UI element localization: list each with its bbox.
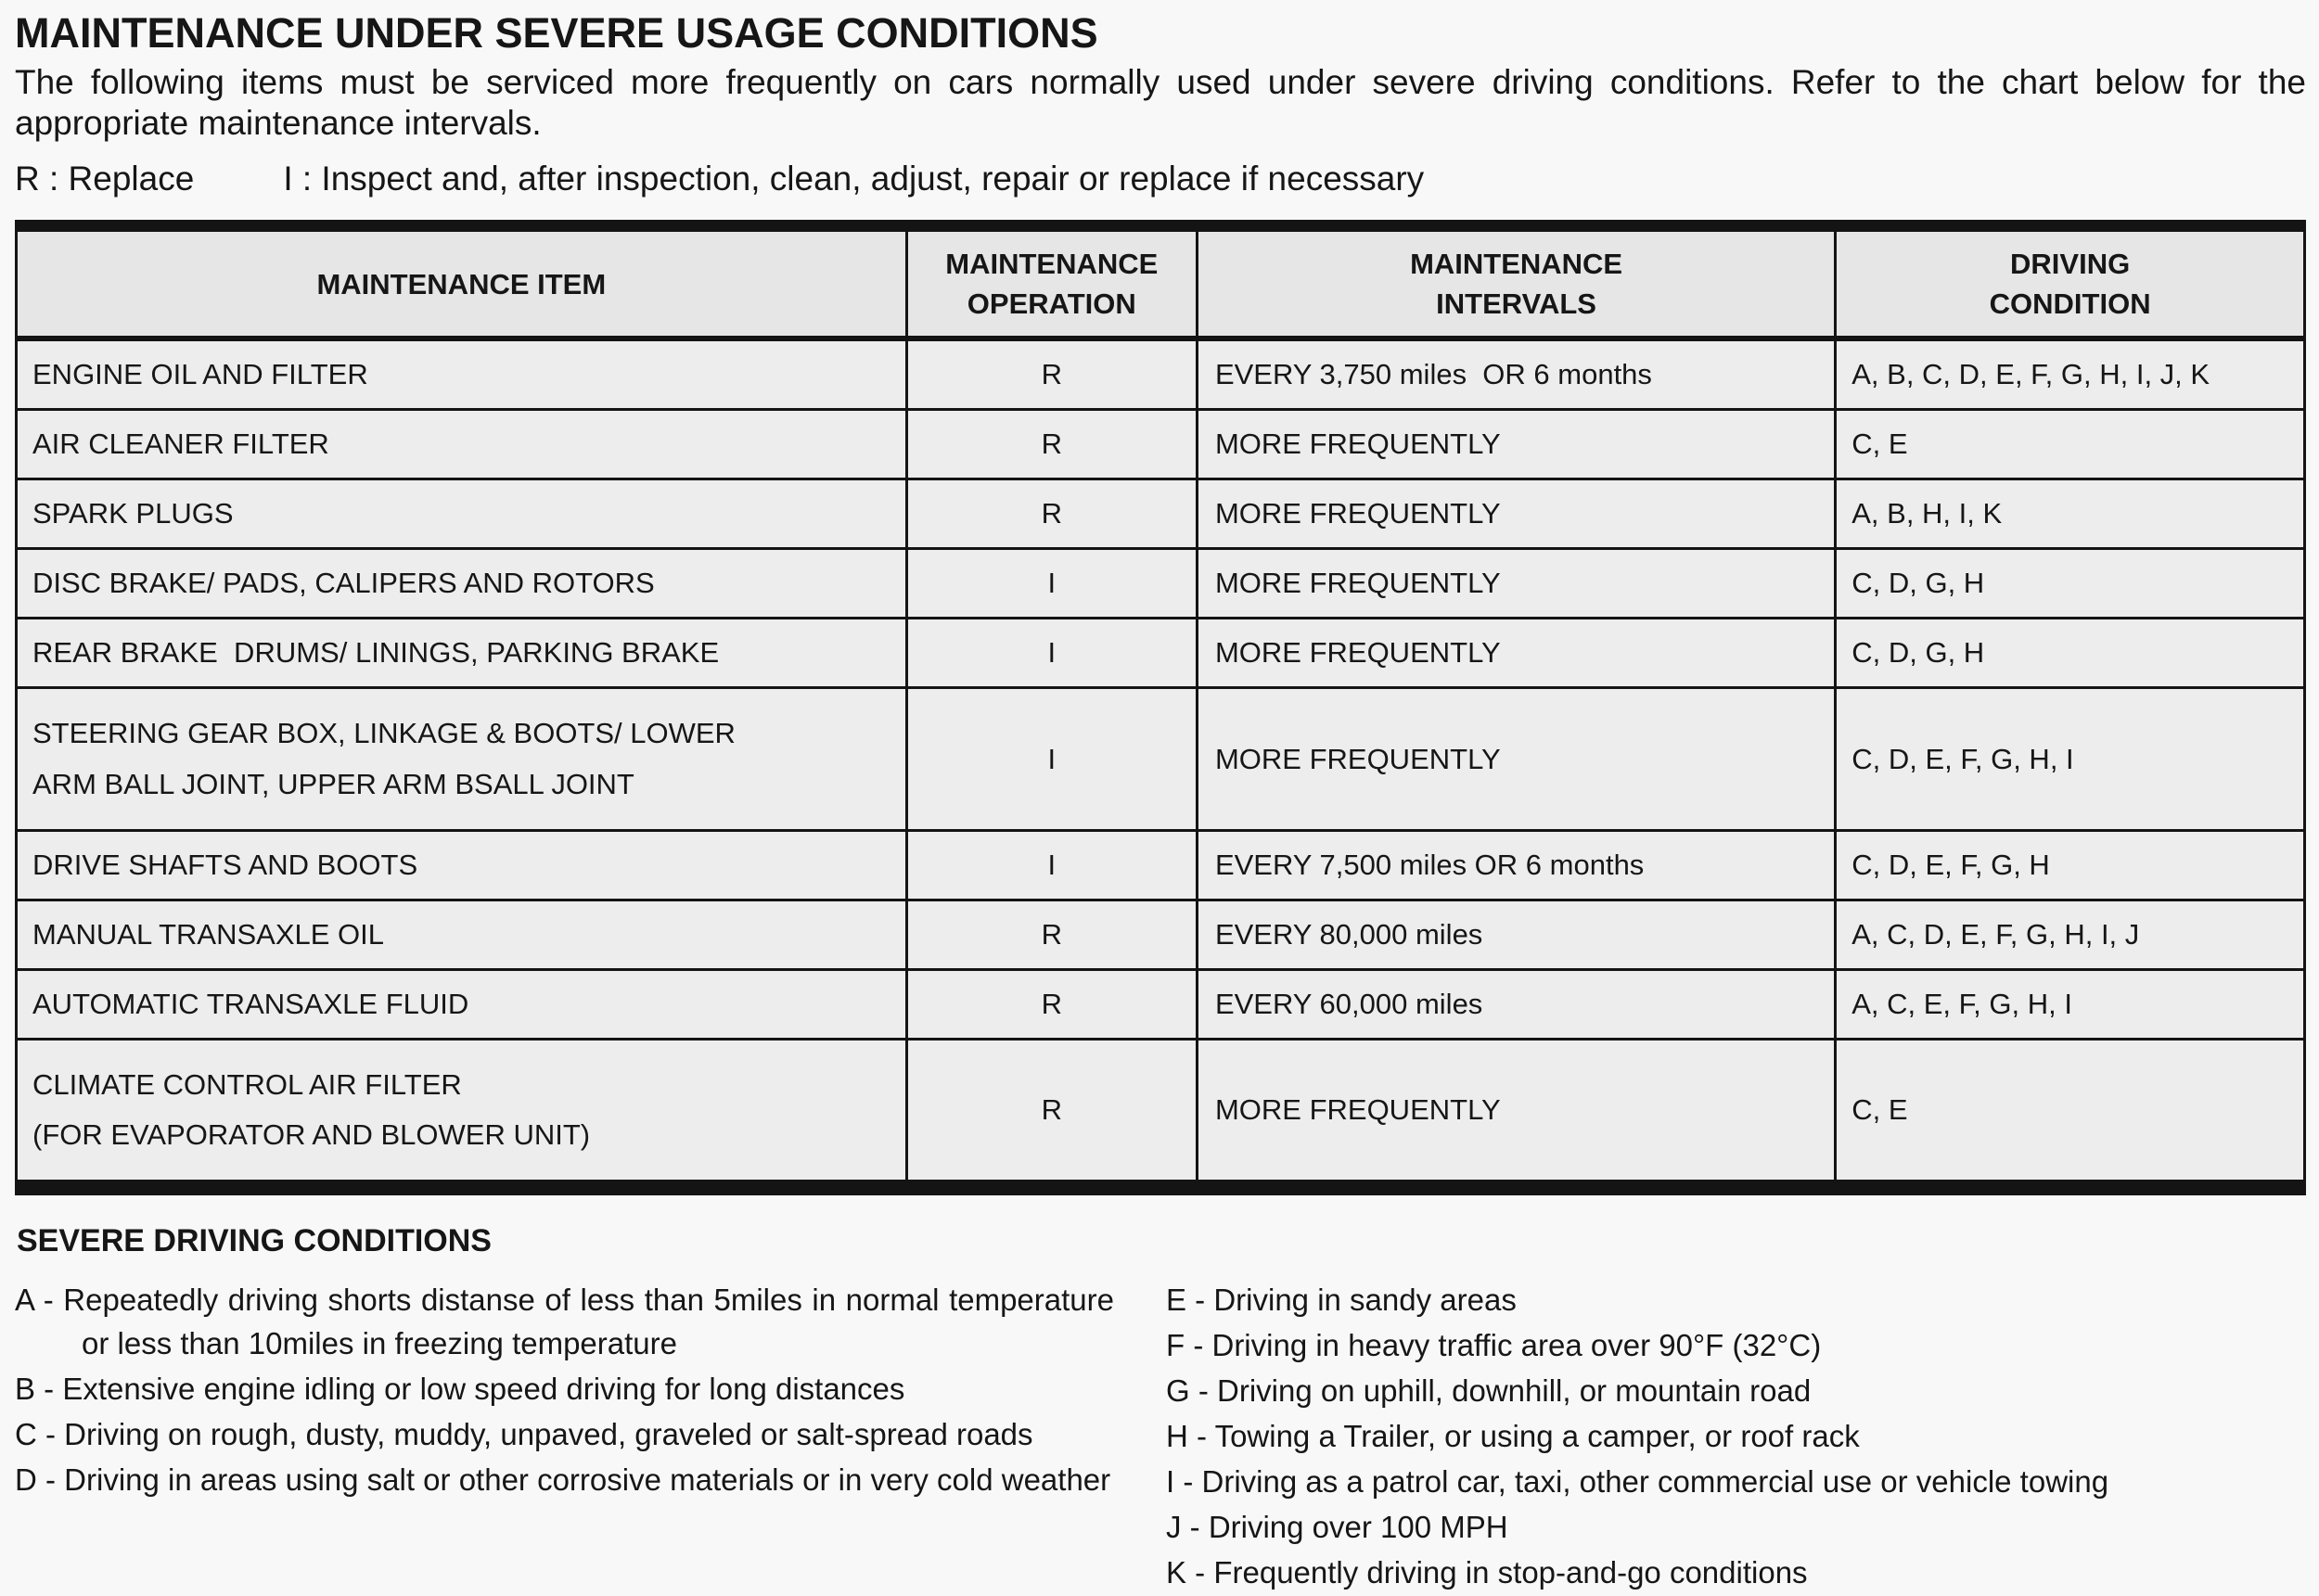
conditions-left: A - Repeatedly driving shorts distanse o… — [15, 1278, 1114, 1503]
severe-conditions-list: A - Repeatedly driving shorts distanse o… — [15, 1278, 2306, 1596]
table-row: SPARK PLUGS R MORE FREQUENTLY A, B, H, I, K — [15, 478, 2306, 551]
maintenance-table: MAINTENANCE ITEM MAINTENANCE OPERATION MAIN… — [15, 220, 2306, 1196]
condition-key: J - — [1166, 1510, 1209, 1545]
table-row: CLIMATE CONTROL AIR FILTER (FOR EVAPORATO… — [15, 1037, 2306, 1190]
condition-item-a: A - Repeatedly driving shorts distanse o… — [15, 1283, 1114, 1361]
condition-item-h: H - Towing a Trailer, or using a camper,… — [1166, 1419, 1860, 1454]
maintenance-interval-cell: MORE FREQUENTLY — [1195, 617, 1838, 690]
driving-condition-cell: A, B, C, D, E, F, G, H, I, J, K — [1834, 337, 2306, 412]
table-row: STEERING GEAR BOX, LINKAGE & BOOTS/ LOWE… — [15, 686, 2306, 832]
condition-key: D - — [15, 1462, 65, 1498]
driving-condition-cell: C, D, G, H — [1834, 617, 2306, 690]
condition-key: A - — [15, 1283, 64, 1318]
maintenance-operation-cell: I — [904, 686, 1198, 832]
table-row: REAR BRAKE DRUMS/ LININGS, PARKING BRAKE… — [15, 617, 2306, 690]
maintenance-item-cell: AUTOMATIC TRANSAXLE FLUID — [15, 967, 908, 1041]
maintenance-item-cell: DISC BRAKE/ PADS, CALIPERS AND ROTORS — [15, 547, 908, 620]
table-row: AIR CLEANER FILTER R MORE FREQUENTLY C, E — [15, 408, 2306, 481]
page-title: MAINTENANCE UNDER SEVERE USAGE CONDITION… — [15, 9, 1098, 57]
condition-key: I - — [1166, 1464, 1202, 1500]
maintenance-item-cell: DRIVE SHAFTS AND BOOTS — [15, 828, 908, 901]
maintenance-item-cell: CLIMATE CONTROL AIR FILTER (FOR EVAPORATO… — [15, 1037, 908, 1190]
maintenance-interval-cell: MORE FREQUENTLY — [1195, 686, 1838, 832]
maintenance-operation-cell: R — [904, 967, 1198, 1041]
maintenance-interval-cell: MORE FREQUENTLY — [1195, 408, 1838, 481]
maintenance-operation-cell: R — [904, 337, 1198, 412]
intro-paragraph: The following items must be serviced mor… — [15, 63, 2306, 142]
maintenance-interval-cell: MORE FREQUENTLY — [1195, 547, 1838, 620]
maintenance-operation-cell: R — [904, 478, 1198, 551]
maintenance-item-cell: STEERING GEAR BOX, LINKAGE & BOOTS/ LOWE… — [15, 686, 908, 832]
table-row: AUTOMATIC TRANSAXLE FLUID R EVERY 60,000 m… — [15, 967, 2306, 1041]
maintenance-operation-cell: I — [904, 547, 1198, 620]
maintenance-item-cell: AIR CLEANER FILTER — [15, 408, 908, 481]
maintenance-operation-cell: I — [904, 828, 1198, 901]
table-row: DRIVE SHAFTS AND BOOTS I EVERY 7,500 miles… — [15, 828, 2306, 901]
condition-key: K - — [1166, 1555, 1214, 1590]
driving-condition-cell: C, D, E, F, G, H, I — [1834, 686, 2306, 832]
table-row: MANUAL TRANSAXLE OIL R EVERY 80,000 miles A… — [15, 898, 2306, 971]
maintenance-operation-cell: I — [904, 617, 1198, 690]
maintenance-table-head: MAINTENANCE ITEM MAINTENANCE OPERATION MAIN… — [15, 224, 2306, 342]
column-header: MAINTENANCE ITEM — [15, 224, 908, 342]
maintenance-interval-cell: EVERY 60,000 miles — [1195, 967, 1838, 1041]
condition-item-e: E - Driving in sandy areas — [1166, 1283, 1517, 1318]
condition-item-k: K - Frequently driving in stop-and-go co… — [1166, 1555, 1808, 1590]
driving-condition-cell: A, B, H, I, K — [1834, 478, 2306, 551]
driving-condition-cell: C, D, G, H — [1834, 547, 2306, 620]
severe-conditions-heading: SEVERE DRIVING CONDITIONS — [17, 1223, 492, 1259]
legend-line: R : Replace I : Inspect and, after inspec… — [15, 160, 2306, 198]
maintenance-interval-cell: MORE FREQUENTLY — [1195, 478, 1838, 551]
condition-item-b: B - Extensive engine idling or low speed… — [15, 1372, 905, 1407]
condition-item-d: D - Driving in areas using salt or other… — [15, 1462, 1111, 1498]
driving-condition-cell: C, D, E, F, G, H — [1834, 828, 2306, 901]
maintenance-item-cell: REAR BRAKE DRUMS/ LININGS, PARKING BRAKE — [15, 617, 908, 690]
maintenance-interval-cell: EVERY 3,750 miles OR 6 months — [1195, 337, 1838, 412]
driving-condition-cell: A, C, E, F, G, H, I — [1834, 967, 2306, 1041]
maintenance-interval-cell: EVERY 80,000 miles — [1195, 898, 1838, 971]
driving-condition-cell: C, E — [1834, 1037, 2306, 1190]
table-row: ENGINE OIL AND FILTER R EVERY 3,750 miles … — [15, 337, 2306, 412]
maintenance-item-cell: MANUAL TRANSAXLE OIL — [15, 898, 908, 971]
condition-item-j: J - Driving over 100 MPH — [1166, 1510, 1508, 1545]
condition-key: C - — [15, 1417, 65, 1452]
conditions-right: E - Driving in sandy areas F - Driving in… — [1166, 1278, 2306, 1596]
maintenance-table-body: ENGINE OIL AND FILTER R EVERY 3,750 miles … — [15, 337, 2306, 1190]
condition-key: E - — [1166, 1283, 1214, 1318]
column-header: DRIVING CONDITION — [1834, 224, 2306, 342]
column-header: MAINTENANCE INTERVALS — [1195, 224, 1838, 342]
maintenance-item-cell: ENGINE OIL AND FILTER — [15, 337, 908, 412]
condition-item-c: C - Driving on rough, dusty, muddy, unpa… — [15, 1417, 1033, 1452]
condition-item-i: I - Driving as a patrol car, taxi, other… — [1166, 1464, 2109, 1500]
condition-key: G - — [1166, 1373, 1217, 1409]
driving-condition-cell: C, E — [1834, 408, 2306, 481]
condition-key: H - — [1166, 1419, 1215, 1454]
maintenance-item-cell: SPARK PLUGS — [15, 478, 908, 551]
table-row: DISC BRAKE/ PADS, CALIPERS AND ROTORS I MO… — [15, 547, 2306, 620]
legend-replace: R : Replace — [15, 159, 195, 198]
table-header-row: MAINTENANCE ITEM MAINTENANCE OPERATION MAIN… — [15, 224, 2306, 342]
column-header: MAINTENANCE OPERATION — [904, 224, 1198, 342]
condition-key: F - — [1166, 1328, 1212, 1363]
legend-inspect: I : Inspect and, after inspection, clean… — [283, 159, 1425, 198]
maintenance-operation-cell: R — [904, 898, 1198, 971]
maintenance-operation-cell: R — [904, 408, 1198, 481]
condition-item-f: F - Driving in heavy traffic area over 9… — [1166, 1328, 1822, 1363]
maintenance-interval-cell: MORE FREQUENTLY — [1195, 1037, 1838, 1190]
condition-item-g: G - Driving on uphill, downhill, or moun… — [1166, 1373, 1812, 1409]
driving-condition-cell: A, C, D, E, F, G, H, I, J — [1834, 898, 2306, 971]
maintenance-interval-cell: EVERY 7,500 miles OR 6 months — [1195, 828, 1838, 901]
maintenance-operation-cell: R — [904, 1037, 1198, 1190]
condition-key: B - — [15, 1372, 63, 1407]
